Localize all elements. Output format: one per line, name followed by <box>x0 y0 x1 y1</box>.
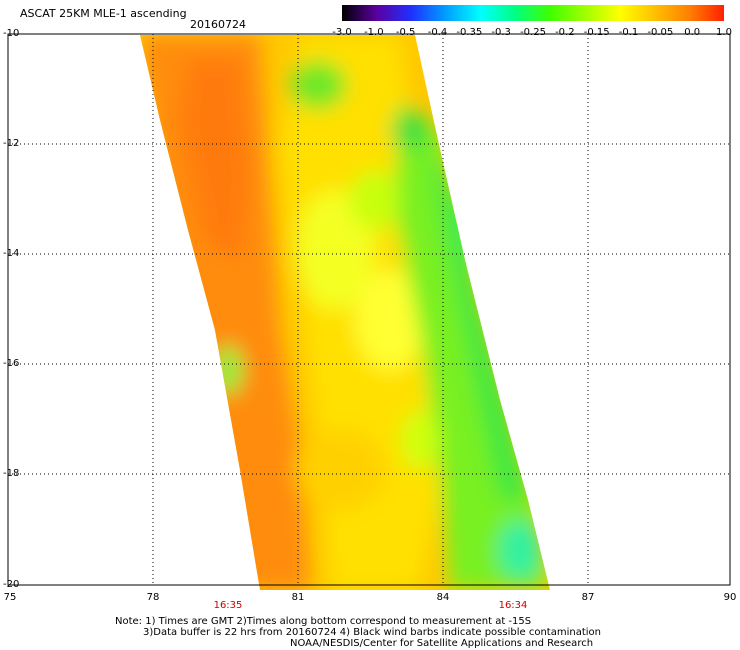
colorbar-label: -0.35 <box>456 27 483 38</box>
colorbar-label: -0.25 <box>520 27 546 38</box>
lon-label: 75 <box>3 592 17 603</box>
colorbar-label: 0.0 <box>684 27 701 38</box>
lat-label: -16 <box>3 358 20 369</box>
lat-label: -14 <box>3 248 20 259</box>
colorbar-label: -0.3 <box>491 27 511 38</box>
colorbar-label: -0.5 <box>395 27 416 38</box>
time-label: 16:35 <box>213 600 243 611</box>
map-title: ASCAT 25KM MLE-1 ascending <box>20 7 187 20</box>
colorbar-label: -0.1 <box>618 27 639 38</box>
colorbar-label: -3.0 <box>332 27 352 38</box>
colorbar-label: -0.4 <box>427 27 448 38</box>
map-date: 20160724 <box>190 18 246 31</box>
colorbar <box>342 5 724 21</box>
colorbar-label: -0.15 <box>583 27 610 38</box>
colorbar-label: -1.0 <box>364 27 384 38</box>
colorbar-label: -0.2 <box>555 27 575 38</box>
grid-lines <box>8 34 730 585</box>
lat-label: -12 <box>3 138 20 149</box>
lat-label: -10 <box>3 28 20 39</box>
time-label: 16:34 <box>498 600 528 611</box>
lon-label: 78 <box>146 592 160 603</box>
lon-label: 81 <box>291 592 305 603</box>
lon-label: 87 <box>581 592 595 603</box>
lat-label: -20 <box>3 579 20 590</box>
colorbar-label: -0.05 <box>647 27 674 38</box>
map-frame <box>7 33 731 586</box>
colorbar-label: 1.0 <box>716 27 732 38</box>
lon-label: 84 <box>436 592 450 603</box>
note-line-3: NOAA/NESDIS/Center for Satellite Applica… <box>290 638 594 649</box>
note-line-2: 3)Data buffer is 22 hrs from 20160724 4)… <box>143 627 601 638</box>
lat-label: -18 <box>3 468 20 479</box>
ascat-swath <box>140 35 550 590</box>
lon-label: 90 <box>723 592 737 603</box>
note-line-1: Note: 1) Times are GMT 2)Times along bot… <box>115 616 532 627</box>
